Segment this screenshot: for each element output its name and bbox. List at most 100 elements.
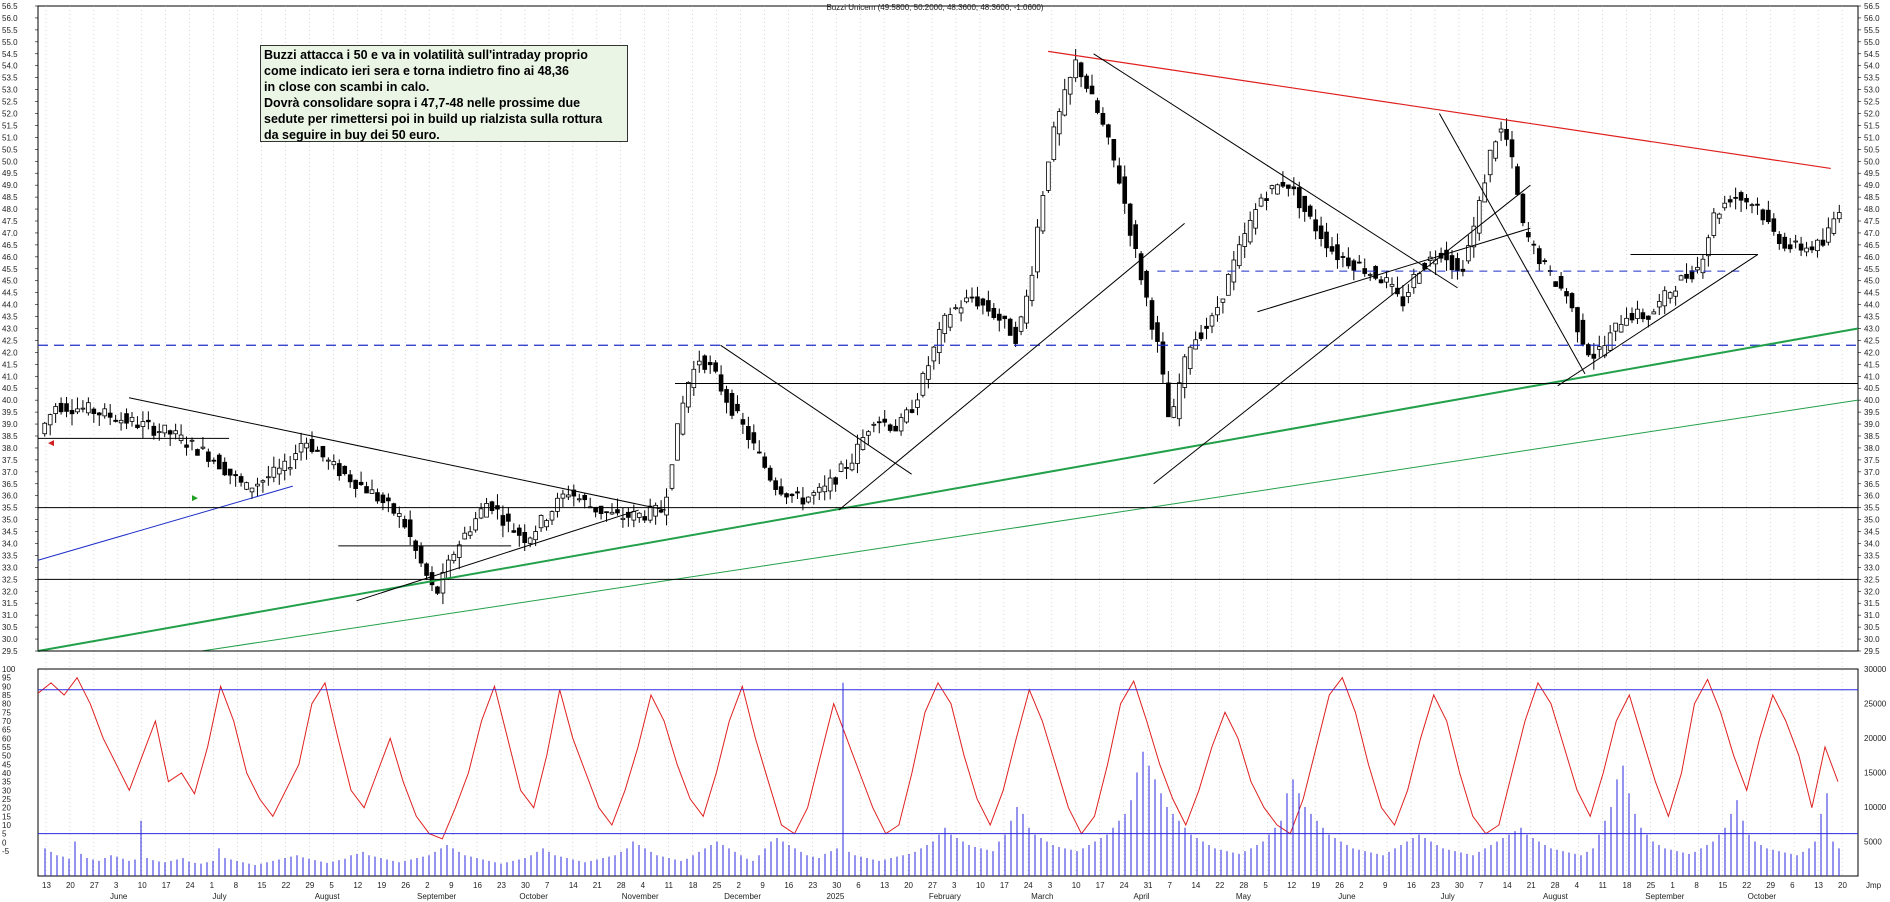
candle-up — [1367, 273, 1373, 276]
candle-up — [467, 531, 473, 536]
candle-down — [146, 419, 151, 423]
chart-title: Buzzi Unicem (49.5800, 50.2000, 48.3600,… — [826, 3, 1043, 12]
y-tick-label: 44.5 — [1864, 289, 1880, 298]
y-tick-label: 37.0 — [2, 468, 18, 477]
candle-down — [1515, 166, 1520, 195]
y-tick-label: 48.5 — [1864, 193, 1880, 202]
candle-up — [1607, 332, 1613, 351]
candle-down — [707, 362, 713, 366]
candle-down — [347, 474, 353, 483]
candle-down — [1144, 270, 1149, 298]
x-day-label: 22 — [281, 881, 290, 890]
candle-down — [1280, 181, 1286, 187]
green-arrow-icon — [192, 495, 198, 502]
candle-down — [1526, 232, 1531, 238]
candle-down — [756, 451, 762, 454]
osc-tick-label: 15 — [2, 812, 11, 821]
candle-up — [1046, 161, 1051, 191]
candle-up — [162, 424, 168, 434]
candle-up — [1613, 322, 1618, 332]
x-month-label: February — [929, 892, 961, 901]
candle-up — [156, 431, 162, 434]
trend-line — [128, 397, 667, 511]
y-tick-label: 52.0 — [2, 110, 18, 119]
x-day-label: 20 — [66, 881, 75, 890]
y-tick-label: 56.5 — [1864, 2, 1880, 11]
y-tick-label: 38.0 — [1864, 444, 1880, 453]
trend-line — [1048, 50, 1831, 170]
x-day-label: 31 — [1144, 881, 1153, 890]
candle-up — [1711, 212, 1717, 236]
x-day-label: 11 — [1599, 881, 1608, 890]
candle-up — [555, 497, 560, 512]
candle-up — [473, 518, 478, 531]
x-day-label: 2 — [425, 881, 430, 890]
candle-down — [429, 572, 435, 586]
candle-up — [1482, 182, 1488, 203]
candle-up — [1596, 346, 1602, 350]
y-tick-label: 31.5 — [2, 599, 18, 608]
x-day-label: 8 — [234, 881, 239, 890]
candle-up — [1722, 202, 1728, 209]
candle-down — [91, 408, 97, 415]
candle-up — [1029, 274, 1035, 301]
candle-up — [1678, 275, 1684, 281]
candle-down — [893, 425, 898, 432]
volume-tick-label: 15000 — [1864, 769, 1887, 778]
y-tick-label: 34.5 — [1864, 528, 1880, 537]
candle-up — [1695, 266, 1700, 271]
x-day-label: 17 — [1000, 881, 1009, 890]
x-day-label: 30 — [521, 881, 530, 890]
candle-up — [446, 559, 451, 580]
y-tick-label: 52.5 — [2, 98, 18, 107]
candle-down — [1362, 268, 1368, 274]
osc-tick-label: 65 — [2, 726, 11, 735]
candle-down — [1313, 219, 1318, 232]
volume-tick-label: 10000 — [1864, 803, 1887, 812]
x-day-label: 3 — [114, 881, 119, 890]
x-day-label: 21 — [1527, 881, 1536, 890]
y-tick-label: 42.5 — [2, 336, 18, 345]
candle-down — [1449, 255, 1455, 271]
candle-down — [227, 468, 233, 476]
y-tick-label: 41.0 — [2, 372, 18, 381]
x-day-label: 24 — [1120, 881, 1129, 890]
candle-up — [1209, 315, 1215, 327]
candle-up — [260, 480, 266, 483]
candle-up — [1062, 89, 1068, 116]
y-tick-label: 41.5 — [1864, 360, 1880, 369]
x-day-label: 27 — [90, 881, 99, 890]
candle-down — [1776, 234, 1782, 244]
candle-up — [1493, 141, 1498, 159]
y-tick-label: 29.5 — [1864, 647, 1880, 656]
y-tick-label: 32.5 — [2, 575, 18, 584]
osc-tick-label: 100 — [2, 665, 16, 674]
y-tick-label: 46.0 — [1864, 253, 1880, 262]
x-day-label: 7 — [545, 881, 550, 890]
candle-down — [1755, 203, 1760, 206]
candle-down — [375, 492, 380, 502]
candle-up — [1651, 311, 1657, 315]
y-tick-label: 43.0 — [2, 325, 18, 334]
trend-line — [1557, 254, 1759, 387]
x-day-label: 7 — [1168, 881, 1173, 890]
candle-down — [1302, 195, 1308, 212]
x-month-label: June — [1338, 892, 1356, 901]
candle-up — [1635, 308, 1640, 320]
candle-up — [331, 461, 337, 466]
candle-down — [1089, 85, 1095, 95]
candle-down — [1116, 165, 1122, 184]
y-tick-label: 55.0 — [1864, 38, 1880, 47]
candle-down — [718, 374, 724, 392]
candle-down — [833, 477, 838, 485]
candle-up — [527, 537, 533, 544]
candle-down — [1591, 353, 1597, 359]
candle-down — [1122, 176, 1128, 204]
corner-label: Jmp — [1866, 881, 1882, 890]
candle-up — [1749, 204, 1755, 207]
candle-up — [544, 520, 549, 528]
trend-line — [37, 485, 293, 561]
candle-up — [953, 307, 958, 310]
y-tick-label: 42.5 — [1864, 336, 1880, 345]
candle-up — [118, 419, 124, 424]
